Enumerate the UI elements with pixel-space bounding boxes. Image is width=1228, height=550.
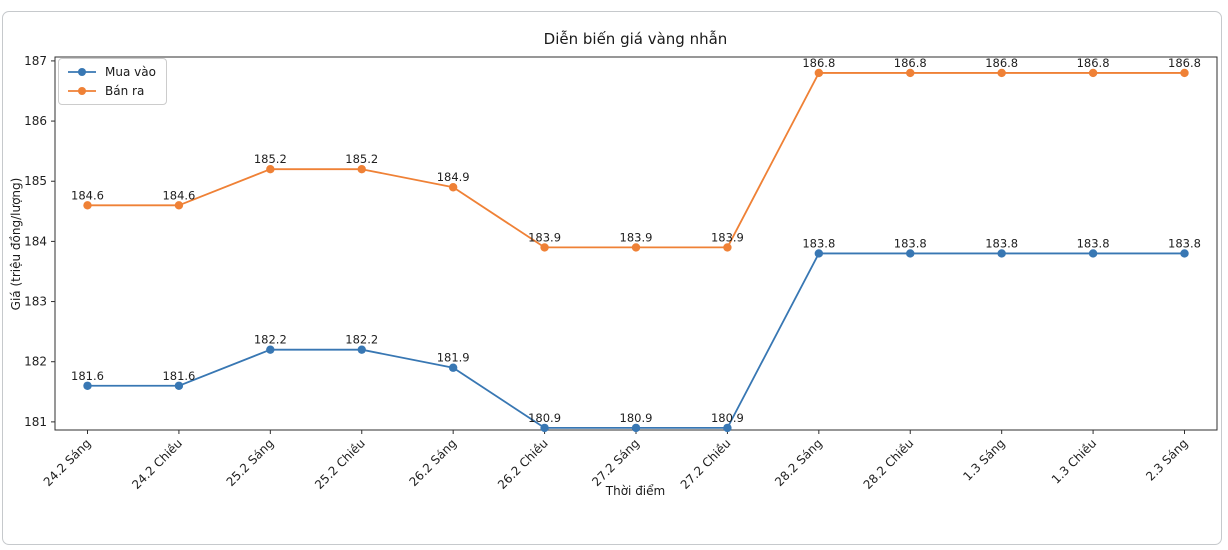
data-point-1: [1088, 68, 1098, 78]
data-point-0: [357, 345, 366, 354]
x-tick-label: 1.3 Sáng: [960, 436, 1007, 483]
figure-border: [2, 11, 1222, 545]
x-tick-label: 28.2 Sáng: [772, 436, 825, 489]
chart-title: Diễn biến giá vàng nhẫn: [543, 30, 728, 48]
x-axis-label: Thời điểm: [605, 484, 666, 498]
data-point-label-0: 180.9: [528, 411, 561, 425]
data-point-0: [723, 423, 732, 433]
data-point-0: [814, 249, 824, 258]
legend-label: Bán ra: [105, 84, 145, 98]
x-tick-label: 2.3 Sáng: [1143, 436, 1190, 483]
data-point-label-0: 181.9: [437, 351, 470, 365]
legend-label: Mua vào: [105, 65, 156, 79]
data-point-label-1: 183.9: [620, 230, 653, 244]
data-point-label-0: 180.9: [620, 411, 653, 425]
data-point-label-1: 184.6: [71, 188, 104, 202]
y-tick-label: 186: [24, 114, 47, 128]
data-point-0: [266, 345, 275, 354]
x-tick-label: 27.2 Sáng: [589, 436, 642, 489]
data-point-0: [1180, 249, 1189, 258]
x-tick-label: 25.2 Sáng: [224, 436, 277, 489]
data-point-0: [1088, 249, 1098, 258]
data-point-1: [357, 165, 366, 174]
data-point-label-1: 186.8: [1168, 56, 1201, 70]
y-axis-label: Giá (triệu đồng/lượng): [9, 177, 23, 311]
data-point-0: [448, 363, 458, 372]
y-tick-label: 184: [24, 234, 47, 248]
y-tick-label: 185: [24, 174, 47, 188]
data-point-label-0: 183.8: [985, 236, 1018, 250]
data-point-label-0: 181.6: [162, 369, 195, 383]
data-point-label-1: 186.8: [894, 56, 927, 70]
data-point-0: [83, 381, 92, 390]
data-point-label-1: 184.6: [162, 188, 195, 202]
data-point-label-0: 183.8: [802, 236, 835, 250]
legend-item-mua-vao: Mua vào: [67, 65, 156, 79]
data-point-label-1: 183.9: [711, 230, 744, 244]
data-point-1: [266, 165, 275, 174]
data-point-label-0: 183.8: [894, 236, 927, 250]
x-tick-label: 24.2 Sáng: [41, 436, 94, 489]
data-point-label-1: 183.9: [528, 230, 561, 244]
data-point-1: [906, 68, 915, 78]
data-point-0: [631, 423, 641, 433]
data-point-label-0: 183.8: [1077, 236, 1110, 250]
legend: Mua vào Bán ra: [58, 58, 167, 105]
x-tick-label: 1.3 Chiều: [1049, 436, 1099, 486]
data-point-label-1: 186.8: [802, 56, 835, 70]
y-tick-label: 181: [24, 415, 47, 429]
data-point-1: [814, 68, 824, 78]
data-point-1: [540, 243, 549, 252]
legend-line-marker-icon: [68, 68, 96, 76]
data-point-1: [174, 201, 184, 210]
data-point-1: [83, 201, 92, 210]
y-tick-label: 182: [24, 355, 47, 369]
data-point-0: [540, 423, 549, 433]
data-point-label-0: 182.2: [254, 333, 287, 347]
data-point-label-1: 185.2: [254, 152, 287, 166]
data-point-1: [1180, 68, 1189, 78]
data-point-label-0: 182.2: [345, 333, 378, 347]
y-tick-label: 187: [24, 54, 47, 68]
data-point-0: [174, 381, 184, 390]
data-point-1: [448, 183, 458, 192]
y-tick-label: 183: [24, 295, 47, 309]
series-line-0: [87, 252, 1185, 429]
x-tick-label: 26.2 Sáng: [406, 436, 459, 489]
legend-line-marker-icon: [68, 87, 96, 95]
data-point-0: [906, 249, 915, 258]
data-point-label-0: 180.9: [711, 411, 744, 425]
data-point-label-1: 184.9: [437, 170, 470, 184]
data-point-label-1: 186.8: [1077, 56, 1110, 70]
data-point-0: [997, 249, 1006, 258]
data-point-1: [631, 243, 641, 252]
data-point-label-0: 181.6: [71, 369, 104, 383]
data-point-label-1: 186.8: [985, 56, 1018, 70]
series-line-1: [87, 72, 1185, 249]
legend-item-ban-ra: Bán ra: [67, 84, 156, 98]
data-point-label-1: 185.2: [345, 152, 378, 166]
data-point-label-0: 183.8: [1168, 236, 1201, 250]
data-point-1: [997, 68, 1006, 78]
data-point-1: [723, 243, 732, 252]
